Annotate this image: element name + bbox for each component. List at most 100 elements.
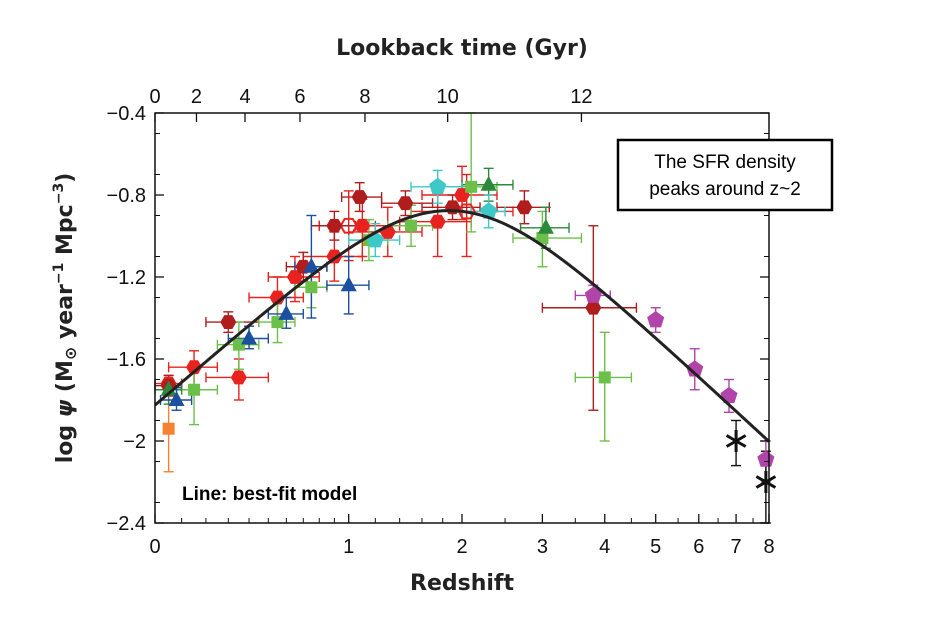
data-point-hexagon-darkred (351, 190, 368, 204)
data-point-hexagon-darkred (326, 218, 343, 233)
triangle-marker (340, 276, 357, 292)
hexagon-marker (354, 218, 371, 233)
data-point-square-lightgreen (232, 338, 245, 351)
y-axis-title: log ψ (M⊙ year−1 Mpc−3) (51, 173, 80, 464)
top-tick-label: 4 (239, 86, 250, 108)
square-marker (536, 232, 549, 245)
x-axis-title: Redshift (410, 571, 514, 596)
top-tick-label: 8 (359, 86, 370, 108)
x-tick-label: 1 (343, 536, 354, 558)
top-tick-label: 6 (294, 86, 305, 108)
peak-annotation-line-1: The SFR density (654, 152, 796, 173)
x-tick-label: 3 (537, 536, 548, 558)
triangle-marker (241, 329, 258, 345)
triangle-marker (537, 218, 554, 234)
model-annotation: Line: best-fit model (182, 484, 357, 505)
hexagon-marker (397, 196, 414, 211)
x-tick-label: 0 (149, 536, 160, 558)
hexagon-marker (286, 270, 303, 284)
y-tick-label: −2 (123, 431, 146, 453)
peak-annotation-line-2: peaks around z~2 (649, 179, 801, 200)
square-marker (598, 371, 611, 384)
data-point-pentagon-purple (686, 360, 704, 377)
data-point-pentagon-purple (647, 311, 665, 328)
triangle-marker (278, 304, 295, 320)
square-marker (405, 219, 418, 232)
data-markers (160, 175, 777, 493)
peak-annotation: The SFR density peaks around z~2 (616, 138, 834, 212)
pentagon-marker (647, 311, 665, 328)
square-marker (162, 422, 175, 435)
x-tick-label: 8 (763, 536, 774, 558)
data-point-hexagon-darkred (397, 196, 414, 211)
data-point-pentagon-purple (584, 286, 602, 303)
hexagon-marker (326, 218, 343, 233)
star-marker-stroke (755, 475, 777, 489)
y-tick-label: −1.2 (107, 267, 146, 289)
hexagon-marker (585, 300, 602, 315)
best-fit-model-line (154, 209, 771, 443)
data-point-pentagon-cyan (429, 177, 447, 195)
data-point-triangle-darkgreen (537, 218, 554, 234)
axis-ticks: 0 1 2 3 4 5 6 7 80 2 4 6 8 10 12−0.4−0.8−1.2−1.6−2−2.4 (107, 86, 775, 558)
data-point-hexagon-red (230, 370, 247, 385)
data-point-square-lightgreen (598, 371, 611, 384)
x-tick-label: 4 (599, 536, 610, 558)
data-point-pentagon-purple (757, 450, 775, 467)
data-point-hexagon-red (286, 270, 303, 284)
data-point-square-lightgreen (188, 383, 201, 396)
data-point-triangle-blue (340, 276, 357, 292)
data-point-hexagon-darkred (585, 300, 602, 315)
top-tick-label: 12 (570, 86, 592, 108)
top-tick-label: 2 (191, 86, 202, 108)
pentagon-marker (584, 286, 602, 303)
triangle-marker (480, 175, 497, 191)
hexagon-marker (186, 360, 203, 375)
pentagon-marker (429, 177, 447, 195)
data-point-hexagon-red (429, 214, 446, 229)
x-tick-label: 6 (693, 536, 704, 558)
star-marker-stroke (725, 434, 747, 448)
hexagon-marker (269, 290, 286, 305)
pentagon-marker (686, 360, 704, 377)
triangle-marker (303, 257, 320, 273)
hexagon-marker (220, 315, 237, 330)
hexagon-marker (351, 190, 368, 204)
y-tick-label: −1.6 (107, 349, 146, 371)
top-axis-title: Lookback time (Gyr) (336, 36, 588, 61)
data-point-hexagon-red (269, 290, 286, 305)
data-point-square-lightgreen (405, 219, 418, 232)
square-marker (232, 338, 245, 351)
x-tick-label: 2 (456, 536, 467, 558)
y-tick-label: −2.4 (107, 513, 146, 535)
x-tick-label: 5 (650, 536, 661, 558)
y-tick-label: −0.8 (107, 185, 146, 207)
data-point-triangle-blue (278, 304, 295, 320)
data-point-hexagon-red (354, 218, 371, 233)
data-point-hexagon-darkred (220, 315, 237, 330)
square-marker (305, 281, 318, 294)
square-marker (188, 383, 201, 396)
data-point-hexagon-darkred (516, 200, 533, 215)
data-point-triangle-blue (168, 391, 185, 406)
pentagon-marker (757, 450, 775, 467)
data-point-square-lightgreen (305, 281, 318, 294)
data-point-square-orange (162, 422, 175, 435)
data-point-triangle-darkgreen (480, 175, 497, 191)
x-tick-label: 7 (731, 536, 742, 558)
data-point-hexagon-red (186, 360, 203, 375)
top-tick-label: 10 (437, 86, 459, 108)
data-point-square-lightgreen (465, 180, 478, 193)
data-point-star-black (755, 471, 777, 493)
y-tick-label: −0.4 (107, 103, 146, 125)
hexagon-marker (429, 214, 446, 229)
peak-annotation-box (616, 138, 834, 212)
data-point-triangle-blue (241, 329, 258, 345)
hexagon-marker (230, 370, 247, 385)
data-point-star-black (725, 430, 747, 452)
triangle-marker (168, 391, 185, 406)
data-point-square-lightgreen (536, 232, 549, 245)
square-marker (465, 180, 478, 193)
data-point-triangle-blue (303, 257, 320, 273)
